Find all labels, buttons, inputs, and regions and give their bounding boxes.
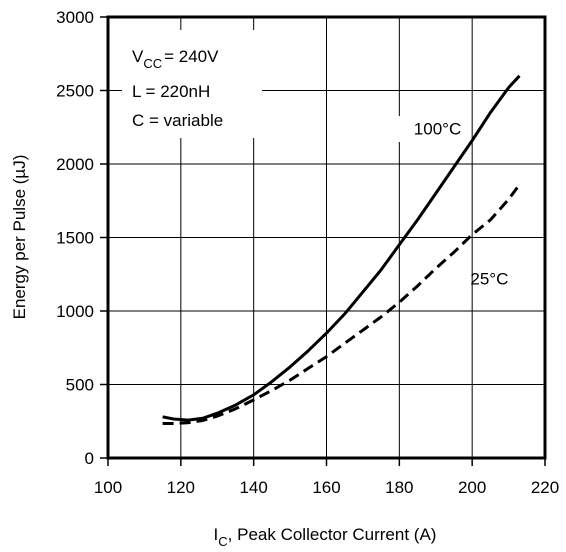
y-tick-label: 2500 <box>56 82 94 101</box>
annotation-backdrop <box>122 30 262 138</box>
vcc-annotation: VCC = 240V <box>132 47 219 71</box>
series-line-25c <box>162 183 521 425</box>
x-tick-label: 220 <box>531 478 559 497</box>
x-tick-label: 180 <box>385 478 413 497</box>
series-label-100c: 100°C <box>414 120 461 139</box>
conditions-annotation: VCC = 240V L = 220nH C = variable <box>122 30 262 138</box>
series-line-100c <box>162 74 521 422</box>
y-tick-label: 3000 <box>56 8 94 27</box>
x-tick-labels: 100 120 140 160 180 200 220 <box>94 478 559 497</box>
y-tick-label: 0 <box>85 449 94 468</box>
inductance-annotation: L = 220nH <box>132 82 210 101</box>
data-curves <box>162 74 521 425</box>
x-tick-label: 140 <box>239 478 267 497</box>
y-axis-title: Energy per Pulse (µJ) <box>10 155 29 320</box>
x-tick-label: 100 <box>94 478 122 497</box>
y-tick-label: 1500 <box>56 229 94 248</box>
y-tick-label: 2000 <box>56 155 94 174</box>
capacitance-annotation: C = variable <box>132 111 223 130</box>
x-tick-label: 120 <box>167 478 195 497</box>
y-tick-label: 500 <box>66 376 94 395</box>
x-axis-title: IC, Peak Collector Current (A) <box>214 525 437 549</box>
y-tick-labels: 0 500 1000 1500 2000 2500 3000 <box>56 8 94 468</box>
y-tick-label: 1000 <box>56 302 94 321</box>
axis-ticks <box>100 16 546 466</box>
label-100c-backdrop <box>380 116 458 142</box>
series-label-25c: 25°C <box>470 270 508 289</box>
x-tick-label: 200 <box>458 478 486 497</box>
x-tick-label: 160 <box>312 478 340 497</box>
